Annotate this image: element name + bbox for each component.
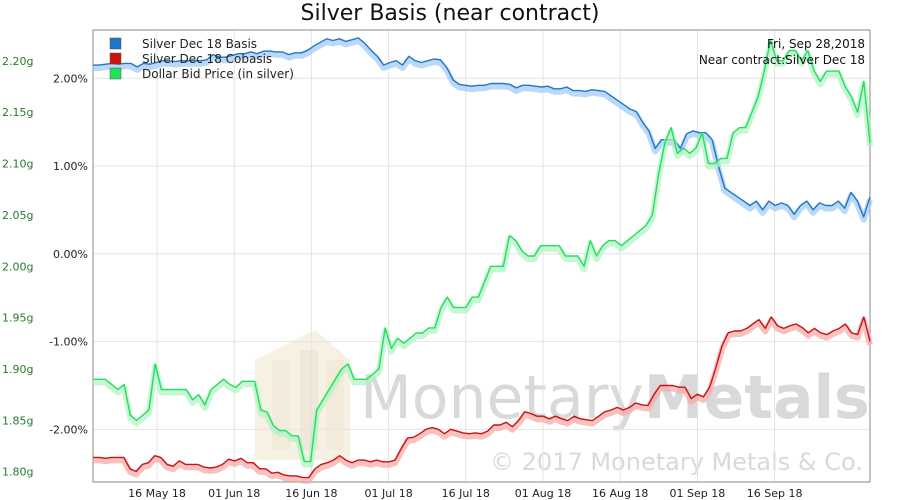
x-tick-label: 01 Aug 18: [515, 487, 571, 500]
x-tick-label: 16 Jun 18: [285, 487, 337, 500]
legend-swatch-silver-dec-18-basis: [109, 37, 122, 50]
series-line-dollar-bid-price-in-silver: [93, 39, 871, 463]
x-tick-label: 01 Sep 18: [670, 487, 726, 500]
left-tick-label: 2.15g: [2, 106, 33, 119]
series-glow-silver-dec-18-basis: [93, 37, 873, 223]
right-tick-label: -2.00%: [49, 423, 88, 436]
series-layer: [93, 37, 873, 484]
series-line-silver-dec-18-basis: [93, 37, 871, 218]
right-tick-label: 0.00%: [53, 248, 88, 261]
left-tick-label: 2.20g: [2, 55, 33, 68]
left-tick-label: 2.05g: [2, 209, 33, 222]
legend-label-silver-dec-18-basis: Silver Dec 18 Basis: [142, 37, 257, 51]
right-tick-label: -1.00%: [49, 336, 88, 349]
series-line-silver-dec-18-cobasis: [93, 316, 871, 479]
x-tick-label: 16 Jul 18: [442, 487, 490, 500]
watermark-brand: MonetaryMetals: [360, 363, 870, 433]
right-axis: 2.00% 1.00% 0.00% -1.00% -2.00%: [49, 72, 88, 436]
left-tick-label: 2.00g: [2, 260, 33, 273]
annotation-date: Fri, Sep 28,2018: [767, 37, 865, 51]
left-tick-label: 1.95g: [2, 312, 33, 325]
left-tick-label: 1.90g: [2, 363, 33, 376]
x-tick-label: 16 Aug 18: [592, 487, 648, 500]
grid: [93, 30, 870, 482]
left-tick-label: 2.10g: [2, 158, 33, 171]
x-tick-label: 01 Jun 18: [208, 487, 260, 500]
watermark-logo-icon: [255, 330, 350, 460]
annotation-contract: Near contract:Silver Dec 18: [699, 53, 865, 67]
legend-label-dollar-bid-price-in-silver: Dollar Bid Price (in silver): [142, 67, 294, 81]
plot-border: [92, 29, 871, 483]
legend-swatch-dollar-bid-price-in-silver: [109, 67, 122, 80]
watermark-copyright: © 2017 Monetary Metals & Co.: [490, 448, 863, 476]
left-tick-label: 1.85g: [2, 414, 33, 427]
x-tick-label: 16 May 18: [128, 487, 186, 500]
legend-label-silver-dec-18-cobasis: Silver Dec 18 Cobasis: [142, 52, 272, 66]
series-glow-silver-dec-18-cobasis: [93, 317, 873, 484]
chart-title: Silver Basis (near contract): [301, 1, 600, 26]
x-axis: 16 May 18 01 Jun 18 16 Jun 18 01 Jul 18 16 J…: [128, 487, 802, 500]
left-axis: 2.20g 2.15g 2.10g 2.05g 2.00g 1.95g 1.90g 1.85g…: [2, 55, 33, 479]
left-tick-label: 1.80g: [2, 466, 33, 479]
right-tick-label: 1.00%: [53, 160, 88, 173]
x-tick-label: 16 Sep 18: [747, 487, 803, 500]
series-glow-dollar-bid-price-in-silver: [93, 40, 873, 468]
legend-swatch-silver-dec-18-cobasis: [109, 52, 122, 65]
x-tick-label: 01 Jul 18: [364, 487, 412, 500]
right-tick-label: 2.00%: [53, 72, 88, 85]
